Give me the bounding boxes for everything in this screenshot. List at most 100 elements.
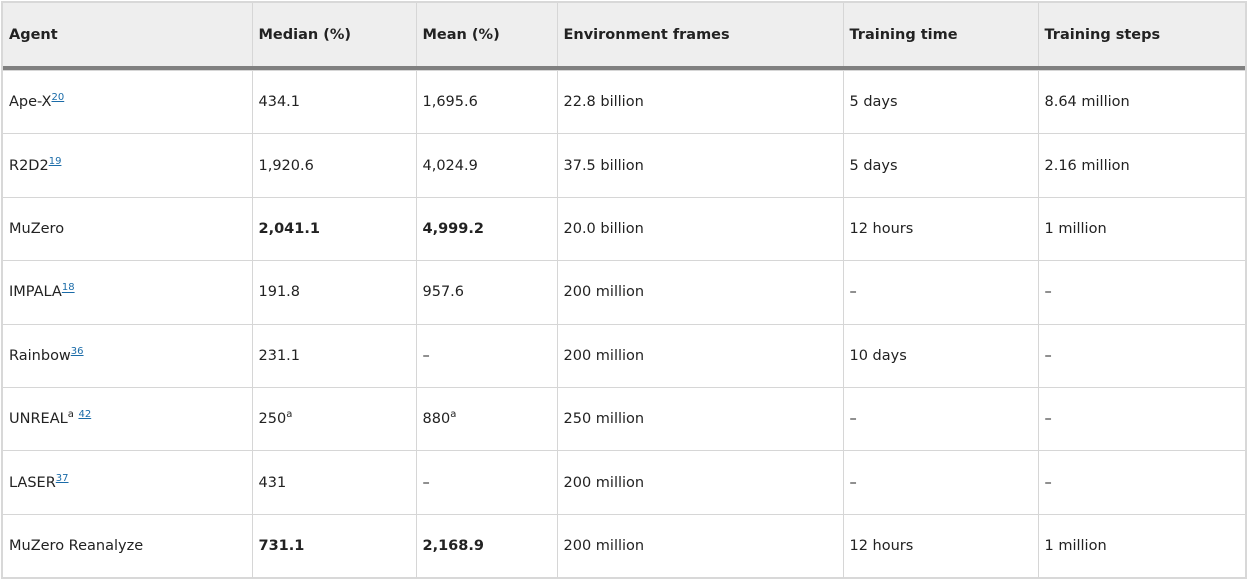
table-header-row: Agent Median (%) Mean (%) Environment fr… (3, 3, 1245, 66)
header-agent: Agent (3, 3, 253, 66)
training-steps-cell: – (1038, 260, 1245, 325)
median-cell: 250a (252, 387, 417, 452)
environment-frames-cell: 22.8 billion (557, 70, 844, 135)
footnote-mark: a (67, 409, 74, 421)
training-steps-cell: 8.64 million (1038, 70, 1245, 135)
header-training-time: Training time (843, 3, 1039, 66)
reference-superscript: 20 (52, 92, 65, 103)
mean-value: 4,999.2 (422, 220, 484, 237)
mean-cell: 957.6 (416, 260, 558, 325)
mean-value: 2,168.9 (422, 538, 484, 555)
mean-cell: 4,999.2 (416, 197, 558, 262)
training-time-cell: – (843, 387, 1039, 452)
reference-link[interactable]: 18 (61, 282, 75, 294)
agent-cell: MuZero Reanalyze (3, 514, 253, 578)
table-row: MuZero 2,041.1 4,999.2 20.0 billion 12 hours… (3, 197, 1245, 262)
reference-superscript: 42 (78, 409, 91, 420)
header-divider (3, 66, 1245, 71)
median-value: 250 (258, 411, 287, 428)
agent-name: Rainbow (9, 347, 71, 364)
training-steps-cell: – (1038, 324, 1245, 388)
median-cell: 191.8 (252, 260, 417, 325)
median-value: 731.1 (258, 538, 305, 555)
reference-link[interactable]: 37 (55, 472, 69, 484)
agent-cell: Ape-X20 (3, 70, 253, 135)
training-steps-cell: 2.16 million (1038, 133, 1245, 198)
mean-value: 880 (422, 411, 451, 428)
agent-name: LASER (9, 474, 56, 491)
agent-cell: R2D219 (3, 133, 253, 198)
agent-name: MuZero (9, 220, 65, 237)
median-cell: 731.1 (252, 514, 417, 578)
agent-name: R2D2 (9, 157, 49, 174)
environment-frames-cell: 250 million (557, 387, 844, 452)
mean-cell: 1,695.6 (416, 70, 558, 135)
header-median: Median (%) (252, 3, 417, 66)
agent-cell: MuZero (3, 197, 253, 262)
environment-frames-cell: 200 million (557, 260, 844, 325)
table-row: MuZero Reanalyze 731.1 2,168.9 200 million 1… (3, 514, 1245, 578)
median-cell: 231.1 (252, 324, 417, 388)
training-steps-cell: 1 million (1038, 197, 1245, 262)
training-steps-cell: 1 million (1044, 538, 1107, 555)
median-cell: 431 (252, 450, 417, 515)
mean-value: 1,695.6 (422, 94, 478, 111)
reference-link[interactable]: 36 (70, 345, 84, 357)
environment-frames-cell: 20.0 billion (557, 197, 844, 262)
reference-link[interactable]: 20 (51, 92, 65, 104)
median-cell: 1,920.6 (252, 133, 417, 198)
agent-name: Ape-X (9, 94, 52, 111)
agent-cell: IMPALA18 (3, 260, 253, 325)
reference-superscript: 37 (56, 473, 69, 484)
reference-link[interactable]: 19 (48, 155, 62, 167)
footnote-mark: a (286, 409, 293, 421)
mean-cell: – (416, 324, 558, 388)
agent-name: IMPALA (9, 284, 62, 301)
results-table: Agent Median (%) Mean (%) Environment fr… (3, 3, 1245, 578)
table-row: UNREALa 42 250a 880a 250 million – – (3, 387, 1245, 452)
training-time-cell: – (843, 260, 1039, 325)
header-training-steps: Training steps (1044, 26, 1161, 43)
table-row: LASER37 431–200 million – – (3, 450, 1245, 515)
table-row: IMPALA18 191.8 957.6 200 million – – (3, 260, 1245, 325)
agent-name: UNREAL (9, 411, 68, 428)
mean-value: 4,024.9 (422, 157, 478, 174)
median-value: 1,920.6 (258, 157, 314, 174)
training-time-cell: – (843, 450, 1039, 515)
header-mean: Mean (%) (416, 3, 558, 66)
environment-frames-cell: 200 million (557, 514, 844, 578)
mean-cell: 4,024.9 (416, 133, 558, 198)
reference-superscript: 18 (62, 283, 75, 294)
training-time-cell: 12 hours (843, 197, 1039, 262)
footnote-mark: a (450, 409, 457, 421)
mean-value: – (422, 474, 430, 491)
table-row: R2D219 1,920.6 4,024.9 37.5 billion 5 days 2.… (3, 133, 1245, 198)
median-value: 434.1 (258, 94, 301, 111)
agent-cell: LASER37 (3, 450, 253, 515)
reference-superscript: 19 (49, 156, 62, 167)
median-value: 2,041.1 (258, 220, 320, 237)
mean-value: 957.6 (422, 284, 465, 301)
reference-superscript: 36 (71, 346, 84, 357)
median-value: 231.1 (258, 347, 301, 364)
training-time-cell: 5 days (843, 70, 1039, 135)
median-cell: 434.1 (252, 70, 417, 135)
training-steps-cell: – (1038, 450, 1245, 515)
training-steps-cell: – (1038, 387, 1245, 452)
table-row: Rainbow36 231.1–200 million 10 days – (3, 324, 1245, 388)
mean-value: – (422, 347, 430, 364)
agent-name: MuZero Reanalyze (9, 538, 144, 555)
agent-cell: UNREALa 42 (3, 387, 253, 452)
training-time-cell: 5 days (843, 133, 1039, 198)
agent-cell: Rainbow36 (3, 324, 253, 388)
environment-frames-cell: 200 million (557, 324, 844, 388)
mean-cell: 2,168.9 (416, 514, 558, 578)
median-value: 431 (258, 474, 287, 491)
reference-link[interactable]: 42 (78, 409, 92, 421)
mean-cell: – (416, 450, 558, 515)
environment-frames-cell: 200 million (557, 450, 844, 515)
training-time-cell: 10 days (843, 324, 1039, 388)
environment-frames-cell: 37.5 billion (557, 133, 844, 198)
training-time-cell: 12 hours (843, 514, 1039, 578)
